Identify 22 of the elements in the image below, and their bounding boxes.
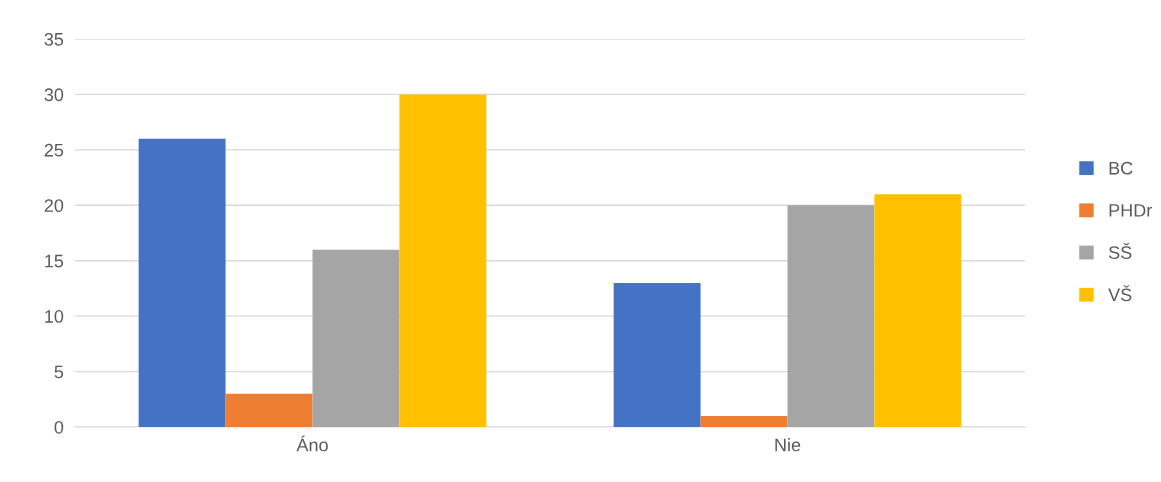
x-tick-label: Áno bbox=[296, 435, 328, 452]
bar bbox=[225, 393, 313, 427]
legend-label: VŠ bbox=[1108, 285, 1132, 302]
y-tick-label: 25 bbox=[44, 143, 64, 157]
y-tick-label: 15 bbox=[45, 254, 64, 268]
legend-label: BC bbox=[1109, 161, 1133, 175]
y-tick-label: 35 bbox=[44, 32, 64, 46]
y-tick-label: 20 bbox=[44, 199, 64, 213]
bar bbox=[613, 282, 701, 427]
legend-label: SŠ bbox=[1108, 243, 1132, 259]
y-tick-label: 0 bbox=[54, 420, 64, 434]
legend-label: PHDr bbox=[1109, 204, 1152, 217]
x-tick-label: Nie bbox=[775, 438, 801, 452]
y-tick-label: 30 bbox=[44, 88, 64, 102]
bar bbox=[787, 205, 875, 427]
bar bbox=[874, 194, 962, 427]
y-tick-label: 10 bbox=[45, 310, 64, 323]
y-tick-label: 5 bbox=[54, 365, 64, 379]
bar bbox=[138, 138, 226, 427]
bar bbox=[399, 94, 487, 427]
bar bbox=[700, 415, 788, 427]
bar bbox=[312, 249, 400, 427]
